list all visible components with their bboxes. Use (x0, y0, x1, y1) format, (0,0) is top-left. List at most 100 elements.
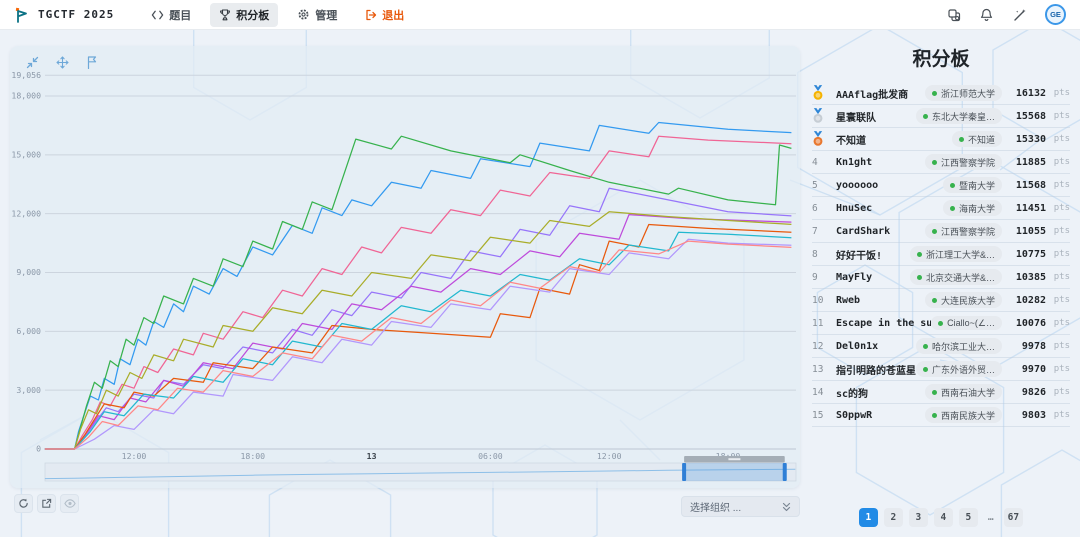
org-badge: 大连民族大学 (924, 292, 1002, 308)
pan-icon[interactable] (54, 54, 70, 70)
rank-cell: 5 (812, 179, 818, 191)
x-tick-label: 12:00 (597, 451, 622, 461)
x-tick-label: 12:00 (122, 451, 147, 461)
datazoom-handle-right[interactable] (782, 463, 787, 481)
page-button-67[interactable]: 67 (1003, 508, 1024, 527)
page-ellipsis: … (987, 512, 994, 523)
points-unit: pts (1053, 410, 1070, 420)
scoreboard-row[interactable]: 13 指引明路的苍蓝星 广东外语外贸… 9970 pts (812, 358, 1070, 381)
team-name: MayFly (836, 271, 873, 283)
scoreboard-row[interactable]: 9 MayFly 北京交通大学&… 10385 pts (812, 266, 1070, 289)
org-name: 北京交通大学&… (925, 272, 995, 283)
org-name: 浙江理工大学&… (925, 249, 995, 260)
tab-challenges[interactable]: 题目 (142, 3, 200, 27)
series-line-Kn1ght (44, 187, 792, 450)
tab-logout[interactable]: 退出 (356, 3, 413, 27)
restore-zoom-icon[interactable] (24, 54, 40, 70)
org-badge: 浙江理工大学&… (909, 246, 1002, 262)
refresh-button[interactable] (14, 494, 33, 513)
points-value: 9970 (1021, 363, 1046, 375)
page-button-1[interactable]: 1 (858, 508, 878, 527)
org-badge: 哈尔滨工业大… (915, 338, 1002, 354)
avatar[interactable]: GE (1045, 4, 1066, 25)
points-unit: pts (1053, 341, 1070, 351)
scoreboard-row[interactable]: 4 Kn1ght 江西警察学院 11885 pts (812, 151, 1070, 174)
points-value: 10775 (1015, 248, 1046, 260)
org-dot-icon (931, 297, 937, 303)
org-name: 西南民族大学 (940, 410, 995, 421)
scoreboard-row[interactable]: AAAflag批发商 浙江师范大学 16132 pts (812, 82, 1070, 105)
series-line-不知道 (44, 135, 792, 450)
points-value: 11568 (1015, 179, 1046, 191)
org-badge: 浙江师范大学 (924, 85, 1002, 101)
org-dot-icon (931, 159, 937, 165)
tab-admin[interactable]: 管理 (288, 3, 346, 27)
scoreboard-row[interactable]: 11 Escape in the sun Ciallo~(∠… 10076 pt… (812, 312, 1070, 335)
rank-cell: 13 (812, 363, 824, 375)
rank-cell: 9 (812, 271, 818, 283)
team-name: 好好干饭! (836, 250, 883, 262)
page-button-4[interactable]: 4 (933, 508, 953, 527)
org-dot-icon (949, 182, 955, 188)
org-badge: 北京交通大学&… (909, 269, 1002, 285)
export-button[interactable] (37, 494, 56, 513)
x-tick-label: 13 (367, 451, 377, 461)
org-name: 江西警察学院 (940, 157, 995, 168)
datazoom-profile-line (44, 468, 796, 480)
points-unit: pts (1053, 88, 1070, 98)
datazoom-track[interactable] (44, 462, 797, 482)
scoreboard-row[interactable]: 12 Del0n1x 哈尔滨工业大… 9978 pts (812, 335, 1070, 358)
scoreboard-row[interactable]: 6 HnuSec 海南大学 11451 pts (812, 197, 1070, 220)
medal-silver (812, 108, 836, 124)
org-filter-select[interactable]: 选择组织 ... (681, 496, 800, 517)
org-dot-icon (916, 274, 922, 280)
org-dot-icon (931, 389, 937, 395)
org-badge: 不知道 (951, 131, 1002, 147)
header-actions: GE (946, 4, 1066, 25)
team-name: Del0n1x (836, 340, 879, 352)
org-name: Ciallo~(∠… (947, 317, 995, 328)
main-nav: 题目 积分板 管理 退出 (142, 2, 413, 27)
points-unit: pts (1053, 387, 1070, 397)
scoreboard-row[interactable]: 星寰联队 东北大学秦皇… 15568 pts (812, 105, 1070, 128)
brand[interactable]: TGCTF 2025 (14, 7, 114, 23)
org-name: 大连民族大学 (940, 295, 995, 306)
series-line-HnuSec (44, 211, 792, 450)
points-unit: pts (1053, 226, 1070, 236)
datazoom-handle-left[interactable] (682, 463, 687, 481)
org-name: 西南石油大学 (940, 387, 995, 398)
page-button-5[interactable]: 5 (958, 508, 978, 527)
datazoom-window[interactable] (684, 463, 785, 481)
wand-icon[interactable] (1012, 7, 1027, 22)
tab-label: 积分板 (236, 9, 270, 22)
org-name: 海南大学 (958, 203, 995, 214)
flag-icon[interactable] (84, 54, 100, 70)
scoreboard-row[interactable]: 5 yoooooo 暨南大学 11568 pts (812, 174, 1070, 197)
team-name: CardShark (836, 225, 891, 237)
refresh-icon (19, 498, 28, 508)
app-logo-icon (15, 7, 27, 23)
org-dot-icon (916, 251, 922, 257)
org-dot-icon (938, 320, 944, 326)
org-name: 暨南大学 (958, 180, 995, 191)
scoreboard-row[interactable]: 不知道 不知道 15330 pts (812, 128, 1070, 151)
points-unit: pts (1053, 157, 1070, 167)
y-tick-label: 19,056 (11, 70, 41, 80)
org-badge: 海南大学 (942, 200, 1002, 216)
scoreboard-row[interactable]: 8 好好干饭! 浙江理工大学&… 10775 pts (812, 243, 1070, 266)
watch-button[interactable] (60, 494, 79, 513)
org-name: 哈尔滨工业大… (931, 341, 995, 352)
org-name: 江西警察学院 (940, 226, 995, 237)
page-button-2[interactable]: 2 (883, 508, 903, 527)
scoreboard-row[interactable]: 14 sc的狗 西南石油大学 9826 pts (812, 381, 1070, 404)
points-unit: pts (1053, 318, 1070, 328)
org-name: 东北大学秦皇… (931, 111, 995, 122)
scoreboard-row[interactable]: 15 S0ppwR 西南民族大学 9803 pts (812, 404, 1070, 427)
sites-icon[interactable] (946, 7, 961, 22)
bell-icon[interactable] (979, 7, 994, 22)
tab-scoreboard[interactable]: 积分板 (210, 2, 279, 27)
scoreboard-row[interactable]: 10 Rweb 大连民族大学 10282 pts (812, 289, 1070, 312)
page-button-3[interactable]: 3 (908, 508, 928, 527)
medal-bronze (812, 131, 836, 147)
scoreboard-row[interactable]: 7 CardShark 江西警察学院 11055 pts (812, 220, 1070, 243)
